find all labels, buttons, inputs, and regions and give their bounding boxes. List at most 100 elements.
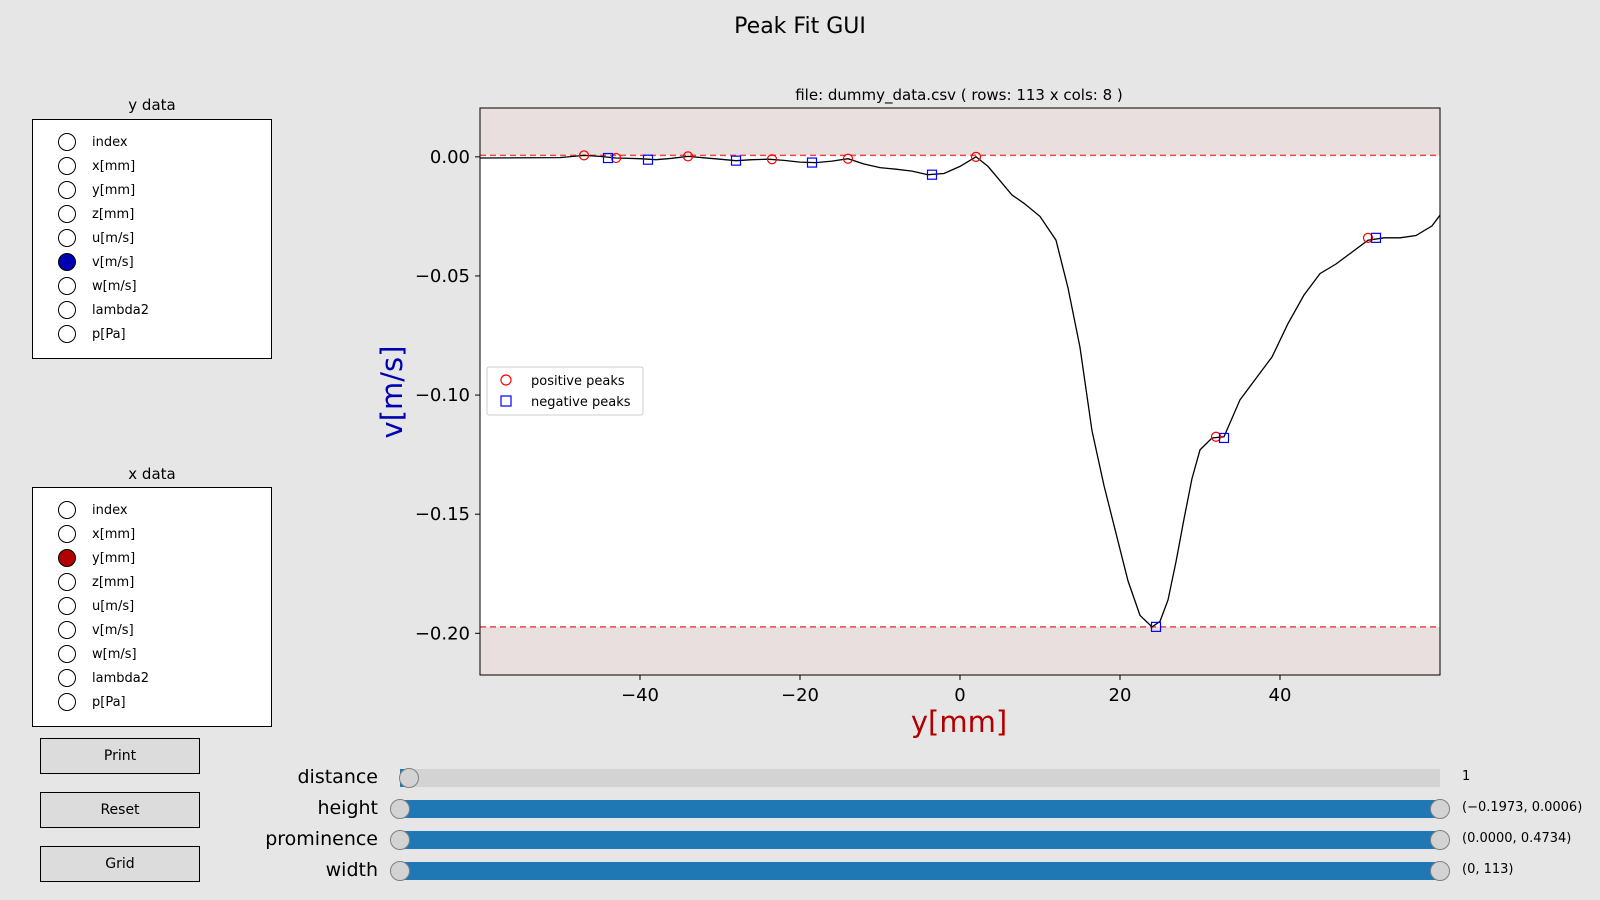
height-slider-value: (−0.1973, 0.0006) — [1462, 800, 1583, 815]
y-data-option-y[interactable]: y[mm] — [33, 179, 271, 203]
y-data-option-label: lambda2 — [92, 303, 149, 318]
x-data-radio-circle[interactable] — [58, 501, 76, 519]
y-tick-label: −0.10 — [415, 385, 470, 406]
upper-exclusion-band — [480, 108, 1440, 156]
x-data-option-y[interactable]: y[mm] — [33, 547, 271, 571]
y-axis-label: v[m/s] — [375, 346, 409, 439]
x-axis-label: y[mm] — [911, 705, 1007, 739]
distance-slider-value: 1 — [1462, 769, 1471, 784]
negative-peak-marker — [730, 155, 742, 166]
y-data-radio-circle[interactable] — [58, 181, 76, 199]
legend-positive-peaks: positive peaks — [531, 374, 625, 389]
x-data-option-v[interactable]: v[m/s] — [33, 619, 271, 643]
negative-peak-marker — [642, 154, 654, 165]
x-tick-label: 20 — [1109, 685, 1132, 706]
distance-slider-handle[interactable] — [399, 768, 419, 788]
width-slider-value: (0, 113) — [1462, 862, 1514, 877]
positive-peak-marker — [682, 151, 694, 162]
prominence-slider[interactable] — [390, 830, 1450, 850]
height-slider-label: height — [317, 797, 378, 819]
height-slider[interactable] — [390, 799, 1450, 819]
negative-peak-marker — [602, 152, 614, 164]
x-data-option-label: u[m/s] — [92, 599, 135, 614]
height-slider-fill — [400, 800, 1440, 818]
y-data-radio-circle[interactable] — [58, 133, 76, 151]
positive-peak-marker — [842, 153, 854, 164]
y-data-radio-circle[interactable] — [58, 277, 76, 295]
y-tick-label: 0.00 — [430, 147, 470, 168]
y-data-title: y data — [128, 96, 176, 114]
x-data-option-x[interactable]: x[mm] — [33, 523, 271, 547]
positive-peak-marker — [578, 150, 590, 161]
legend: positive peaks negative peaks — [486, 366, 644, 416]
y-data-radio-circle[interactable] — [58, 253, 76, 271]
x-data-radio-circle[interactable] — [58, 525, 76, 543]
negative-peak-marker — [1370, 232, 1382, 243]
x-data-radio-circle[interactable] — [58, 549, 76, 567]
x-data-option-index[interactable]: index — [33, 499, 271, 523]
negative-peak-marker — [1150, 621, 1162, 632]
x-data-radio-circle[interactable] — [58, 573, 76, 591]
y-data-option-v[interactable]: v[m/s] — [33, 251, 271, 275]
x-data-radio-circle[interactable] — [58, 669, 76, 687]
y-data-radio-circle[interactable] — [58, 157, 76, 175]
reset-button[interactable]: Reset — [40, 792, 200, 828]
width-slider-max-handle[interactable] — [1430, 861, 1450, 881]
x-data-option-label: x[mm] — [92, 527, 136, 542]
x-data-option-w[interactable]: w[m/s] — [33, 643, 271, 667]
prominence-slider-value: (0.0000, 0.4734) — [1462, 831, 1572, 846]
width-slider-min-handle[interactable] — [390, 861, 410, 881]
x-data-radio-circle[interactable] — [58, 693, 76, 711]
positive-peak-marker — [610, 152, 622, 164]
prominence-slider-min-handle[interactable] — [390, 830, 410, 850]
x-data-radio-circle[interactable] — [58, 597, 76, 615]
y-tick-label: −0.15 — [415, 504, 470, 525]
width-slider-label: width — [325, 859, 378, 881]
legend-circle-marker — [500, 374, 512, 386]
distance-slider-label: distance — [297, 766, 378, 788]
y-data-option-p[interactable]: p[Pa] — [33, 323, 271, 347]
y-data-option-label: w[m/s] — [92, 279, 137, 294]
grid-button[interactable]: Grid — [40, 846, 200, 882]
x-data-option-z[interactable]: z[mm] — [33, 571, 271, 595]
y-data-radio-circle[interactable] — [58, 205, 76, 223]
y-data-option-index[interactable]: index — [33, 131, 271, 155]
width-slider[interactable] — [390, 861, 1450, 881]
x-data-radio-group: index x[mm] y[mm] z[mm] u[m/s] v[m/s] w[m/s] la… — [32, 487, 272, 727]
x-tick-label: 40 — [1269, 685, 1292, 706]
y-data-option-x[interactable]: x[mm] — [33, 155, 271, 179]
height-slider-min-handle[interactable] — [390, 799, 410, 819]
y-data-option-label: z[mm] — [92, 207, 135, 222]
distance-slider[interactable] — [399, 768, 1440, 788]
y-data-option-z[interactable]: z[mm] — [33, 203, 271, 227]
print-button[interactable]: Print — [40, 738, 200, 774]
prominence-slider-fill — [400, 831, 1440, 849]
prominence-slider-label: prominence — [265, 828, 378, 850]
x-data-option-u[interactable]: u[m/s] — [33, 595, 271, 619]
y-data-radio-circle[interactable] — [58, 325, 76, 343]
y-data-option-w[interactable]: w[m/s] — [33, 275, 271, 299]
y-data-radio-group: index x[mm] y[mm] z[mm] u[m/s] v[m/s] w[m/s] la… — [32, 119, 272, 359]
x-tick-label: −40 — [621, 685, 659, 706]
negative-peak-marker — [1218, 432, 1230, 444]
height-slider-max-handle[interactable] — [1430, 799, 1450, 819]
y-data-option-label: u[m/s] — [92, 231, 135, 246]
x-data-option-label: z[mm] — [92, 575, 135, 590]
negative-peak-marker — [806, 157, 818, 168]
x-data-radio-circle[interactable] — [58, 621, 76, 639]
x-data-radio-circle[interactable] — [58, 645, 76, 663]
x-data-option-label: y[mm] — [92, 551, 136, 566]
prominence-slider-max-handle[interactable] — [1430, 830, 1450, 850]
y-data-radio-circle[interactable] — [58, 301, 76, 319]
x-data-option-label: w[m/s] — [92, 647, 137, 662]
y-tick-label: −0.05 — [415, 266, 470, 287]
x-data-title: x data — [128, 465, 176, 483]
y-data-option-u[interactable]: u[m/s] — [33, 227, 271, 251]
x-data-option-p[interactable]: p[Pa] — [33, 691, 271, 715]
y-data-option-label: x[mm] — [92, 159, 136, 174]
x-data-option-lambda2[interactable]: lambda2 — [33, 667, 271, 691]
y-tick-label: −0.20 — [415, 623, 470, 644]
y-data-option-lambda2[interactable]: lambda2 — [33, 299, 271, 323]
figure-title: Peak Fit GUI — [734, 14, 866, 39]
y-data-radio-circle[interactable] — [58, 229, 76, 247]
